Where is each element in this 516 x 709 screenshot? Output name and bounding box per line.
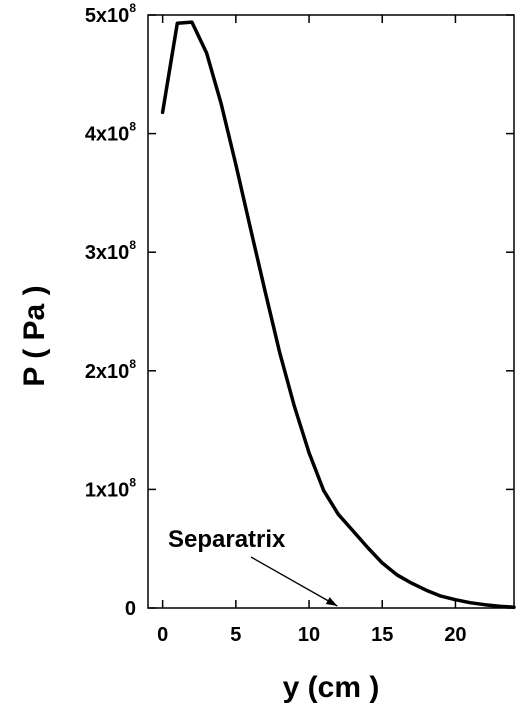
x-tick-label: 0: [157, 624, 168, 646]
y-tick-label: 0: [125, 598, 136, 620]
y-tick-base: 4x10: [85, 124, 130, 146]
y-tick-base: 1x10: [85, 479, 130, 501]
y-tick-label: 2x108: [85, 357, 137, 383]
y-tick-exponent: 8: [129, 120, 136, 134]
y-tick-label: 3x108: [85, 238, 137, 264]
x-tick-label: 10: [298, 624, 320, 646]
x-axis-title: y (cm ): [283, 671, 380, 704]
x-ticks: 0 5 10 15 20: [157, 15, 467, 646]
x-tick-label: 15: [371, 624, 393, 646]
pressure-line: [160, 20, 516, 609]
y-tick-base: 3x10: [85, 242, 130, 264]
y-tick-base: 2x10: [85, 361, 130, 383]
y-tick-label: 1x108: [85, 475, 137, 501]
y-tick-label: 4x108: [85, 120, 137, 146]
y-tick-base: 5x10: [85, 5, 130, 27]
x-tick-label: 5: [230, 624, 241, 646]
separatrix-arrowhead: [325, 597, 338, 606]
x-tick-label: 20: [444, 624, 466, 646]
plot-frame: [147, 14, 515, 609]
y-tick-label: 5x108: [85, 1, 137, 27]
y-tick-exponent: 8: [129, 475, 136, 489]
y-axis-title: P ( Pa ): [18, 285, 51, 386]
y-tick-exponent: 8: [129, 238, 136, 252]
separatrix-label: Separatrix: [168, 526, 286, 553]
y-tick-exponent: 8: [129, 1, 136, 15]
annotations: Separatrix: [168, 526, 338, 607]
y-tick-exponent: 8: [129, 357, 136, 371]
y-tick-base: 0: [125, 598, 136, 620]
separatrix-arrow: [250, 556, 338, 607]
